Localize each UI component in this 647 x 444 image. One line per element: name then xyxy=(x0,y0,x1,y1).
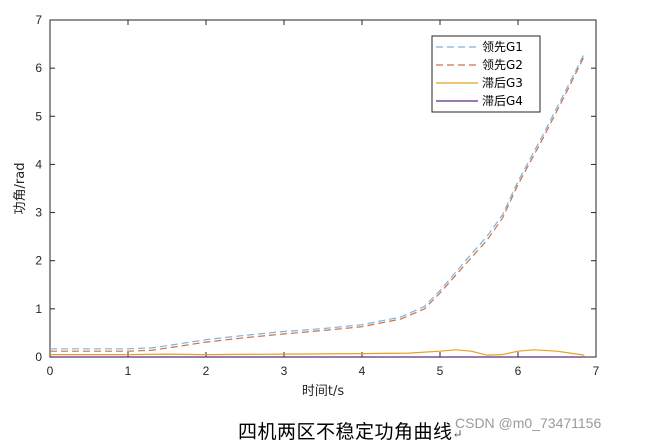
x-tick-label: 7 xyxy=(593,364,600,378)
legend-entry-2: 领先G2 xyxy=(482,58,523,72)
series-line-3 xyxy=(50,349,585,356)
y-axis: 0 1 2 3 4 5 6 7 xyxy=(35,13,596,364)
x-tick-label: 0 xyxy=(47,364,54,378)
watermark: CSDN @m0_73471156 xyxy=(455,415,602,431)
legend-entry-3: 滞后G3 xyxy=(482,76,523,90)
y-axis-label: 功角/rad xyxy=(13,163,28,215)
x-tick-label: 6 xyxy=(515,364,522,378)
y-tick-label: 0 xyxy=(35,350,42,364)
legend-entry-4: 滞后G4 xyxy=(482,94,523,108)
x-tick-label: 2 xyxy=(203,364,210,378)
x-tick-label: 3 xyxy=(281,364,288,378)
y-tick-label: 6 xyxy=(35,61,42,75)
x-tick-label: 4 xyxy=(359,364,366,378)
legend-entry-1: 领先G1 xyxy=(482,40,523,54)
y-tick-label: 5 xyxy=(35,109,42,123)
y-tick-label: 4 xyxy=(35,157,42,171)
series-line-1 xyxy=(50,53,585,350)
y-tick-label: 7 xyxy=(35,13,42,27)
x-axis: 0 1 2 3 4 5 6 7 xyxy=(47,20,600,378)
x-axis-label: 时间t/s xyxy=(302,384,344,399)
x-tick-label: 5 xyxy=(437,364,444,378)
legend-box xyxy=(431,35,541,113)
series-lines xyxy=(50,53,585,358)
legend: 领先G1 领先G2 滞后G3 滞后G4 xyxy=(431,35,541,113)
x-tick-label: 1 xyxy=(125,364,132,378)
caption-return-mark: ↵ xyxy=(452,427,464,441)
series-line-2 xyxy=(50,55,585,352)
y-tick-label: 3 xyxy=(35,206,42,220)
y-tick-label: 2 xyxy=(35,254,42,268)
figure-caption: 四机两区不稳定功角曲线↵ xyxy=(238,417,463,444)
y-tick-label: 1 xyxy=(35,302,42,316)
caption-text: 四机两区不稳定功角曲线 xyxy=(238,421,453,443)
